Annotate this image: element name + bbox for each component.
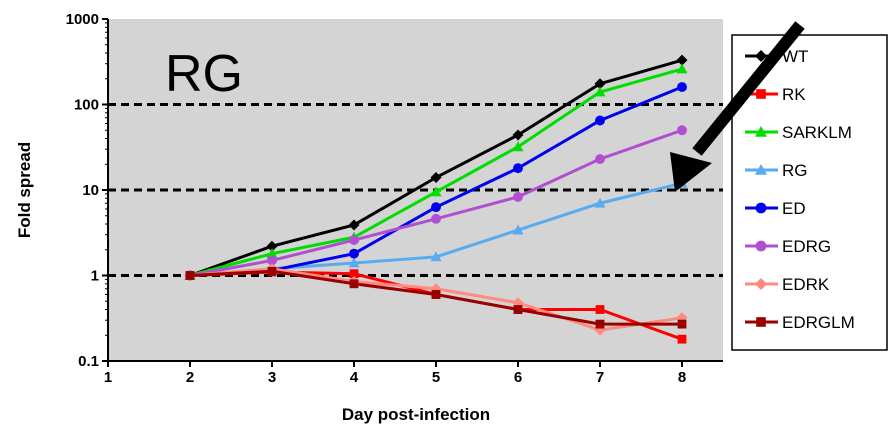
y-tick-label: 1 (91, 268, 99, 285)
data-point (513, 163, 523, 174)
data-point (513, 191, 523, 202)
legend-label: SARKLM (782, 123, 852, 142)
data-point (431, 290, 441, 299)
data-point (677, 125, 687, 136)
data-point (676, 63, 688, 74)
y-tick-label: 10 (82, 182, 99, 199)
data-point (430, 172, 442, 184)
legend-label: RG (782, 161, 808, 180)
data-point (349, 248, 359, 259)
annotation-arrow (670, 21, 805, 192)
data-point (755, 126, 767, 137)
legend-item: EDRG (745, 237, 831, 256)
data-point (431, 213, 441, 224)
arrow-shaft (692, 21, 805, 156)
x-tick-label: 5 (432, 369, 440, 386)
legend-label: RK (782, 85, 806, 104)
data-point (676, 54, 688, 66)
data-point (755, 278, 767, 290)
x-tick-label: 3 (268, 369, 276, 386)
legend-item: EDRK (745, 275, 830, 294)
y-axis-title: Fold spread (15, 142, 34, 238)
data-point (755, 164, 767, 175)
panel-title: RG (165, 45, 243, 103)
y-tick-label: 100 (74, 97, 99, 114)
gridlines (108, 103, 723, 277)
axes (102, 18, 723, 367)
data-point (677, 319, 687, 329)
legend-label: EDRG (782, 237, 831, 256)
data-point (594, 197, 606, 208)
arrow-head (670, 152, 712, 192)
data-point (755, 240, 767, 252)
data-point (267, 255, 277, 266)
y-tick-label: 1000 (66, 11, 99, 28)
data-point (349, 279, 359, 289)
data-point (595, 319, 605, 329)
data-point (512, 129, 524, 141)
tick-labels: 1 2 3 4 5 6 7 8 0.1 1 10 100 1000 (66, 11, 687, 386)
data-point (348, 257, 360, 268)
legend-item: ED (745, 199, 806, 218)
data-point (267, 266, 277, 276)
data-point (595, 305, 605, 314)
data-point (595, 115, 605, 126)
data-point (349, 235, 359, 245)
data-point (430, 251, 442, 262)
data-point (595, 154, 605, 165)
data-point (755, 50, 767, 62)
data-point (348, 219, 360, 231)
legend-box (731, 34, 888, 351)
data-point (756, 89, 766, 99)
data-point (512, 141, 524, 152)
data-point (512, 224, 524, 235)
x-tick-label: 1 (104, 369, 112, 386)
series-edrglm (185, 266, 687, 329)
legend-label: WT (782, 47, 808, 66)
data-point (266, 240, 278, 252)
legend-item: EDRGLM (745, 313, 855, 332)
data-point (513, 305, 523, 314)
series-group (184, 54, 688, 344)
legend-item: SARKLM (745, 123, 852, 142)
legend-item: RG (745, 161, 808, 180)
data-point (266, 248, 278, 259)
data-point (755, 202, 767, 214)
legend-label: ED (782, 199, 806, 218)
legend-label: EDRGLM (782, 313, 855, 332)
data-point (756, 317, 766, 327)
data-point (677, 334, 687, 344)
x-axis-title: Day post-infection (342, 405, 490, 424)
data-point (431, 202, 441, 213)
data-point (594, 78, 606, 90)
x-tick-label: 6 (514, 369, 522, 386)
legend: WT RK SARKLM RG ED EDRG EDRK EDRGLM (731, 34, 888, 351)
x-tick-label: 4 (350, 369, 359, 386)
legend-label: EDRK (782, 275, 830, 294)
data-point (430, 186, 442, 197)
data-point (185, 271, 195, 280)
data-point (594, 86, 606, 97)
x-tick-label: 7 (596, 369, 604, 386)
data-point (677, 82, 687, 92)
y-tick-label: 0.1 (78, 353, 99, 370)
data-point (349, 269, 359, 279)
x-tick-label: 2 (186, 369, 194, 386)
x-tick-label: 8 (678, 369, 686, 386)
